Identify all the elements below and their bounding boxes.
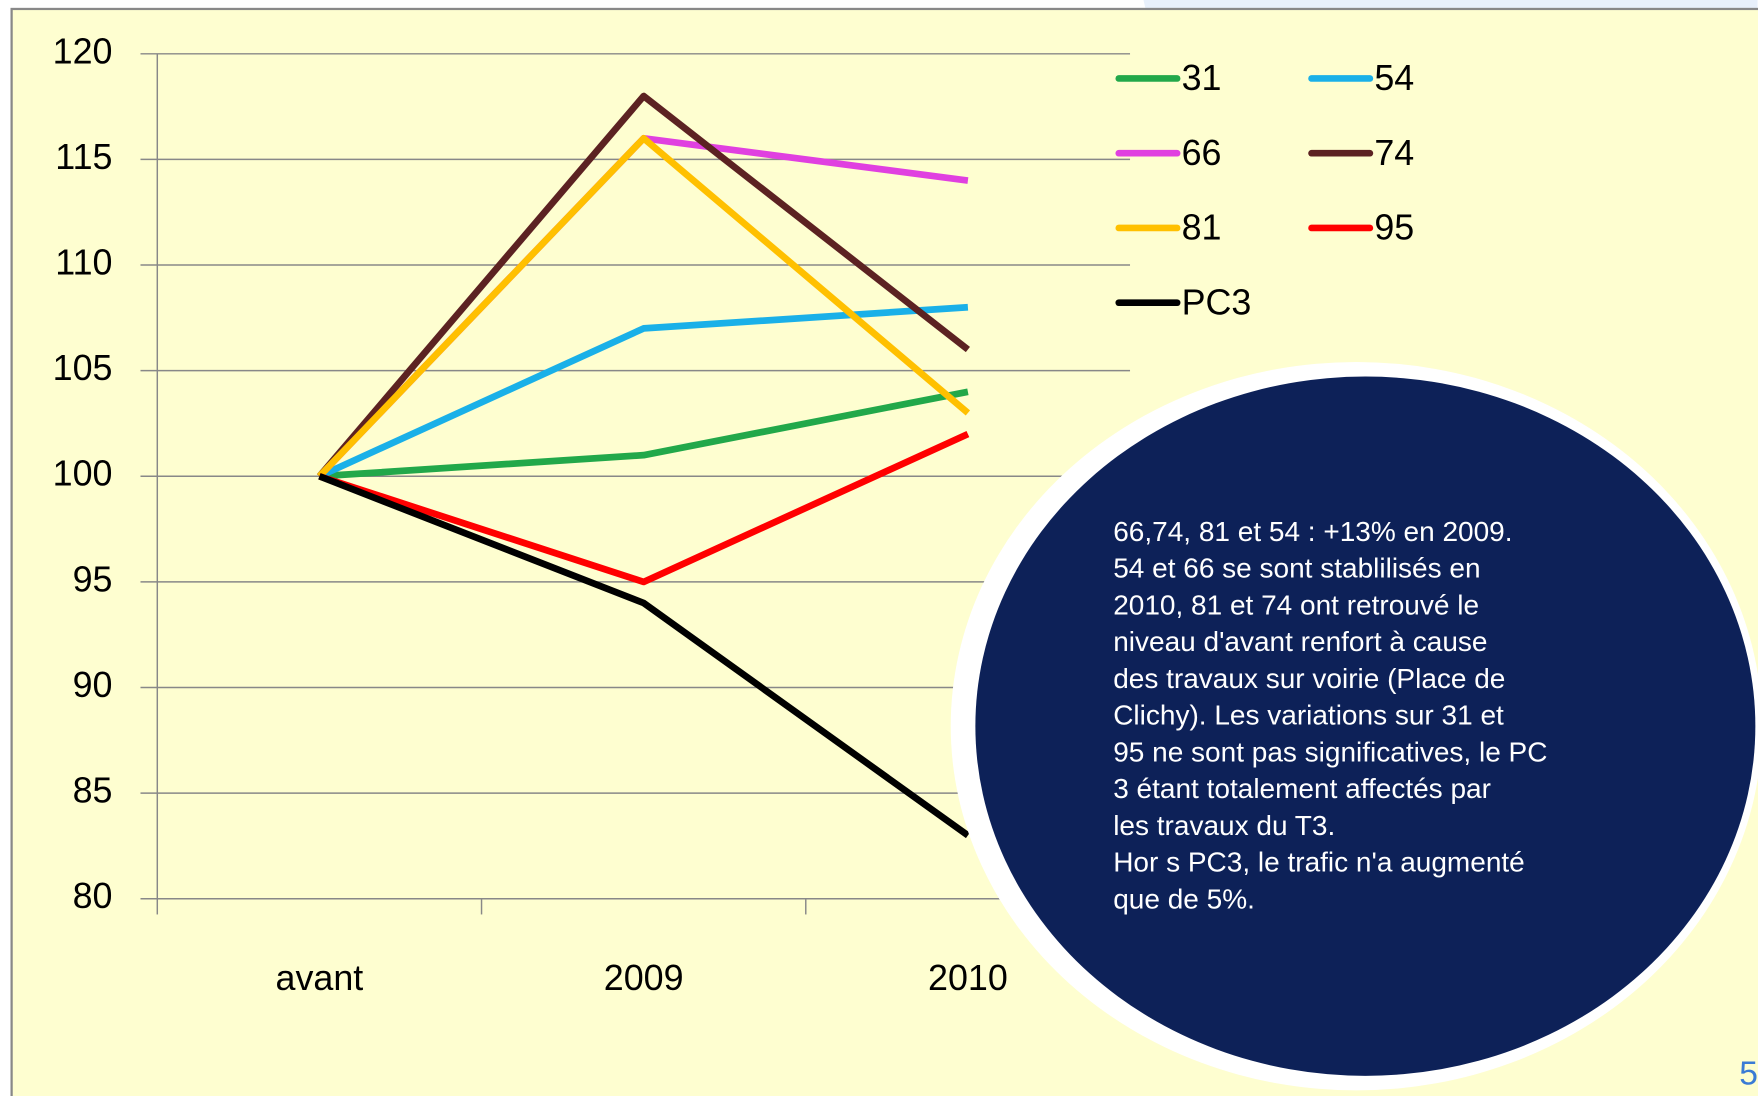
series-line <box>319 388 969 480</box>
y-tick-label: 95 <box>73 559 113 599</box>
y-tick-label: 80 <box>73 876 113 916</box>
x-tick-label: avant <box>276 958 364 998</box>
legend-label: 81 <box>1182 208 1222 248</box>
y-tick-label: 90 <box>73 665 113 705</box>
y-tick-label: 110 <box>55 243 112 283</box>
series-line <box>318 303 969 480</box>
callout: 66,74, 81 et 54 : +13% en 2009. 54 et 66 … <box>950 362 1758 1091</box>
callout-text: 3 étant totalement affectés par <box>1113 773 1491 804</box>
series-line <box>316 92 970 479</box>
page-number: 5 <box>1739 1056 1758 1093</box>
y-tick-label: 105 <box>53 348 113 388</box>
callout-text: que de 5%. <box>1113 883 1255 914</box>
callout-bubble <box>975 376 1756 1076</box>
callout-text: des travaux sur voirie (Place de <box>1113 663 1505 694</box>
grid: 80 85 90 95 100 105 110 115 120 avant 2009 2010 <box>53 31 1131 998</box>
legend-label: 66 <box>1182 133 1222 173</box>
callout-text: 95 ne sont pas significatives, le PC <box>1113 736 1547 767</box>
callout-text: Clichy). Les variations sur 31 et <box>1113 700 1504 731</box>
series-line <box>318 430 970 586</box>
legend-label: 54 <box>1374 58 1414 98</box>
callout-text: les travaux du T3. <box>1113 810 1335 841</box>
y-tick-label: 85 <box>73 771 113 811</box>
series-line <box>318 473 970 839</box>
callout-text: 66,74, 81 et 54 : +13% en 2009. <box>1113 516 1512 547</box>
callout-text: 54 et 66 se sont stablilisés en <box>1113 553 1480 584</box>
legend: 31 54 66 74 81 95 PC3 <box>1115 58 1414 322</box>
legend-label: 31 <box>1182 58 1222 98</box>
legend-label: 74 <box>1374 133 1414 173</box>
series-line <box>316 134 971 479</box>
x-tick-label: 2009 <box>604 958 684 998</box>
callout-text: Hor s PC3, le trafic n'a augmenté <box>1113 847 1525 878</box>
plot <box>316 92 971 839</box>
y-tick-label: 120 <box>53 31 113 71</box>
y-tick-label: 100 <box>53 454 113 494</box>
callout-text: 2010, 81 et 74 ont retrouvé le <box>1113 589 1479 620</box>
legend-label: 95 <box>1374 208 1414 248</box>
y-tick-label: 115 <box>55 137 112 177</box>
x-tick-label: 2010 <box>928 958 1008 998</box>
legend-label: PC3 <box>1182 282 1252 322</box>
callout-text: niveau d'avant renfort à cause <box>1113 626 1487 657</box>
